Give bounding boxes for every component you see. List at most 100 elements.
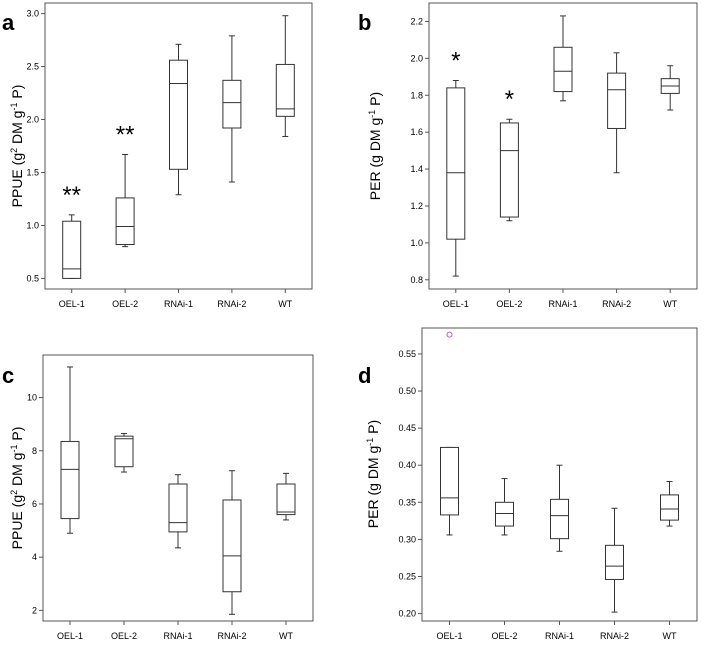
iqr-box <box>660 494 679 521</box>
x-tick-label: RNAi-1 <box>545 631 574 641</box>
box-wt <box>660 481 679 527</box>
iqr-box <box>222 79 242 129</box>
box-oel-1 <box>440 446 459 536</box>
box-oel-1 <box>60 366 80 534</box>
panel-letter: b <box>358 10 371 35</box>
x-tick-label: RNAi-2 <box>602 299 631 309</box>
iqr-box <box>495 501 514 527</box>
outlier-point <box>446 331 453 338</box>
y-axis-title: PER (g DM g-1 P) <box>365 420 381 528</box>
y-tick-label: 0.55 <box>398 349 416 359</box>
y-tick-label: 1.2 <box>410 201 423 211</box>
y-axis-title: PPUE (g2 DM g-1 P) <box>9 85 25 208</box>
x-tick-label: RNAi-2 <box>600 631 629 641</box>
x-tick-label: OEL-2 <box>111 631 137 641</box>
y-tick-label: 3.0 <box>26 9 39 19</box>
iqr-box <box>169 59 188 170</box>
significance-marker: ** <box>62 182 81 209</box>
iqr-box <box>60 440 80 520</box>
iqr-box <box>222 499 242 593</box>
box-rnai-2 <box>222 470 242 615</box>
y-tick-label: 4 <box>32 552 37 562</box>
y-tick-label: 0.50 <box>398 386 416 396</box>
box-rnai-2 <box>222 35 242 183</box>
iqr-box <box>440 446 459 516</box>
x-tick-label: WT <box>278 299 292 309</box>
box-wt <box>275 15 295 137</box>
box-oel-1 <box>446 79 466 277</box>
y-tick-label: 1.6 <box>410 127 423 137</box>
y-tick-label: 0.40 <box>398 460 416 470</box>
y-tick-label: 0.8 <box>410 275 423 285</box>
x-tick-label: OEL-1 <box>57 631 83 641</box>
box-rnai-2 <box>605 507 624 613</box>
y-axis-title: PPUE (g2 DM g-1 P) <box>9 427 25 550</box>
x-tick-label: OEL-2 <box>491 631 517 641</box>
y-tick-label: 0.30 <box>398 534 416 544</box>
iqr-box <box>168 483 188 533</box>
panel-letter: c <box>2 363 14 388</box>
box-wt <box>276 472 296 521</box>
box-rnai-1 <box>553 15 573 102</box>
box-oel-2 <box>114 432 134 473</box>
y-tick-label: 1.0 <box>26 220 39 230</box>
x-tick-label: RNAi-2 <box>217 299 246 309</box>
x-tick-label: OEL-1 <box>436 631 462 641</box>
y-tick-label: 2 <box>32 605 37 615</box>
x-tick-label: WT <box>663 631 677 641</box>
panel-a: a PPUE (g2 DM g-1 P) 0.5 1.0 1.5 2.0 2.5 3.0 OEL… <box>2 2 313 309</box>
panel-letter: d <box>358 363 371 388</box>
y-tick-label: 2.0 <box>410 53 423 63</box>
y-tick-label: 2.2 <box>410 16 423 26</box>
iqr-box <box>114 435 134 468</box>
iqr-box <box>605 544 624 580</box>
box-rnai-1 <box>168 474 188 549</box>
iqr-box <box>276 483 296 516</box>
iqr-box <box>499 122 519 218</box>
iqr-box <box>607 72 627 129</box>
y-tick-label: 0.25 <box>398 571 416 581</box>
y-tick-label: 6 <box>32 499 37 509</box>
x-tick-label: OEL-1 <box>59 299 85 309</box>
y-tick-label: 1.4 <box>410 164 423 174</box>
box-oel-2 <box>115 153 135 248</box>
iqr-box <box>550 498 569 540</box>
box-rnai-2 <box>607 52 627 174</box>
panel-d: d PER (g DM g-1 P) 0.20 0.25 0.30 0.35 0.40 0.4… <box>358 327 698 641</box>
box-rnai-1 <box>169 43 188 196</box>
box-oel-1 <box>62 214 82 279</box>
y-tick-label: 1.8 <box>410 90 423 100</box>
box-oel-2 <box>499 118 519 222</box>
iqr-box <box>62 220 82 279</box>
y-tick-label: 0.45 <box>398 423 416 433</box>
significance-marker: * <box>505 86 514 113</box>
panel-b: b PER (g DM g-1 P) 0.8 1.0 1.2 1.4 1.6 1.8 2.0 2.… <box>358 2 698 309</box>
panel-letter: a <box>2 10 15 35</box>
x-tick-label: WT <box>663 299 677 309</box>
box-rnai-1 <box>550 464 569 552</box>
iqr-box <box>275 63 295 117</box>
y-tick-label: 0.35 <box>398 497 416 507</box>
x-tick-label: RNAi-1 <box>548 299 577 309</box>
x-tick-label: RNAi-1 <box>163 631 192 641</box>
iqr-box <box>553 46 573 93</box>
x-tick-label: OEL-2 <box>496 299 522 309</box>
panel-c: c PPUE (g2 DM g-1 P) 2 4 6 8 10 OEL-1 OEL-2 RNAi-… <box>2 354 314 641</box>
y-tick-label: 1.5 <box>26 167 39 177</box>
y-tick-label: 0.5 <box>26 273 39 283</box>
y-tick-label: 10 <box>27 393 37 403</box>
y-tick-label: 2.5 <box>26 62 39 72</box>
y-tick-label: 2.0 <box>26 115 39 125</box>
iqr-box <box>446 87 466 240</box>
iqr-box <box>115 197 135 246</box>
y-tick-label: 8 <box>32 446 37 456</box>
significance-marker: ** <box>116 121 135 148</box>
x-tick-label: OEL-2 <box>112 299 138 309</box>
x-tick-label: OEL-1 <box>443 299 469 309</box>
x-tick-label: RNAi-2 <box>217 631 246 641</box>
y-tick-label: 1.0 <box>410 238 423 248</box>
y-tick-label: 0.20 <box>398 609 416 619</box>
significance-marker: * <box>451 47 460 74</box>
box-oel-2 <box>495 478 514 536</box>
